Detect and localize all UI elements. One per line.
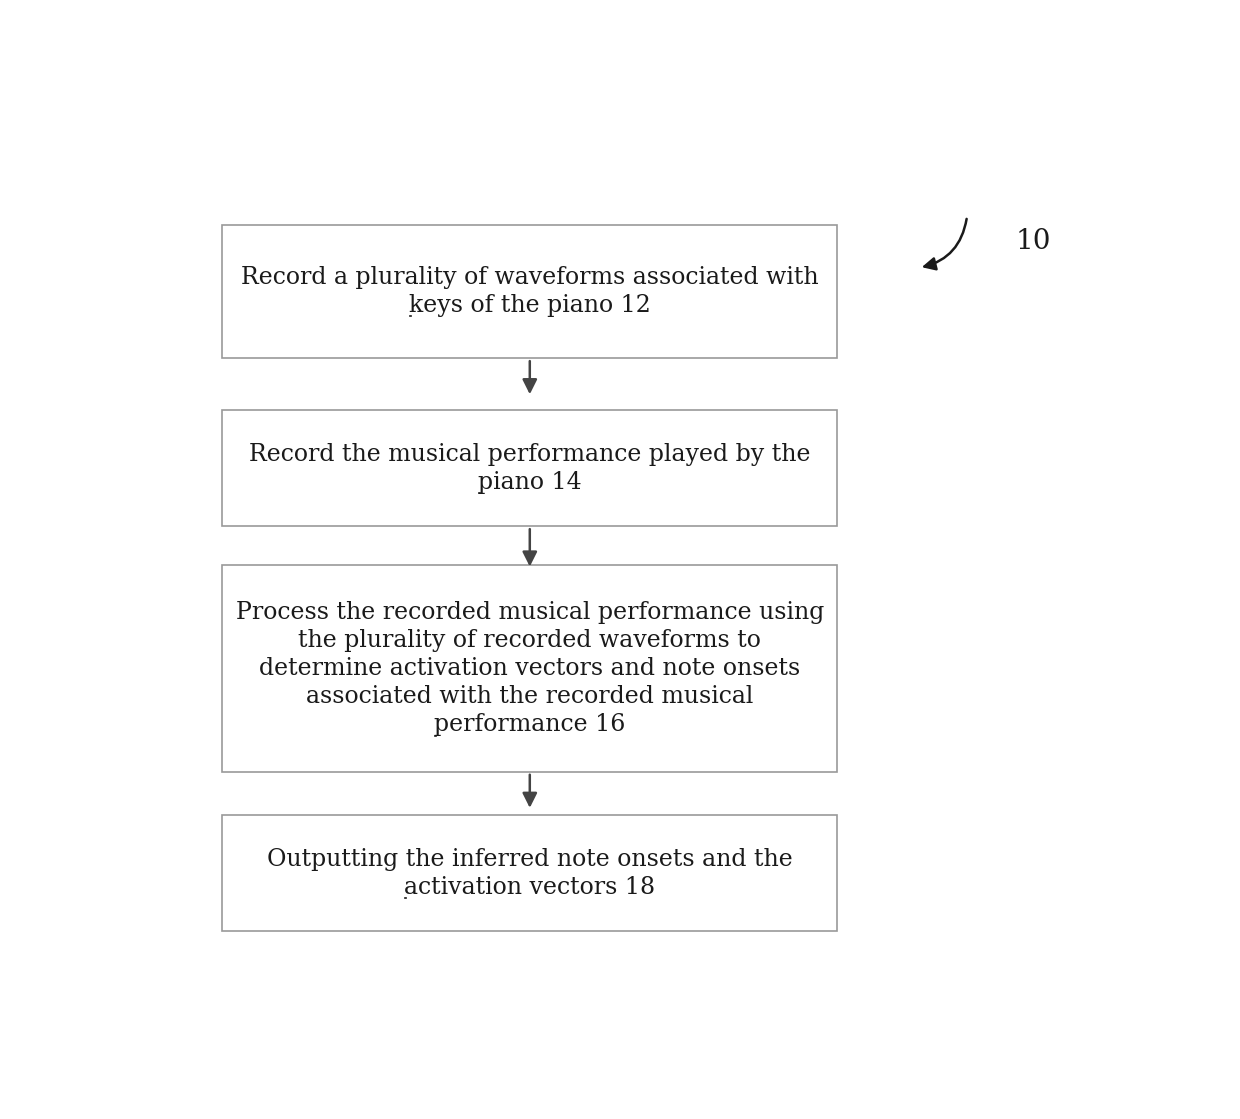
FancyBboxPatch shape [222,565,837,772]
FancyBboxPatch shape [222,815,837,931]
FancyBboxPatch shape [222,225,837,358]
Text: Process the recorded musical performance using: Process the recorded musical performance… [236,601,823,623]
Text: Record the musical performance played by the: Record the musical performance played by… [249,443,811,466]
Text: performance 16: performance 16 [434,713,625,736]
Text: the plurality of recorded waveforms to: the plurality of recorded waveforms to [299,629,761,651]
Text: associated with the recorded musical: associated with the recorded musical [306,685,754,708]
FancyArrowPatch shape [924,219,967,270]
Text: Record a plurality of waveforms associated with: Record a plurality of waveforms associat… [241,266,818,289]
Text: keys of the piano 12: keys of the piano 12 [409,294,651,317]
Text: 10: 10 [1016,228,1050,255]
Text: determine activation vectors and note onsets: determine activation vectors and note on… [259,657,800,680]
Text: piano 14: piano 14 [477,471,582,493]
FancyBboxPatch shape [222,410,837,526]
Text: activation vectors 18: activation vectors 18 [404,876,656,899]
Text: Outputting the inferred note onsets and the: Outputting the inferred note onsets and … [267,847,792,871]
